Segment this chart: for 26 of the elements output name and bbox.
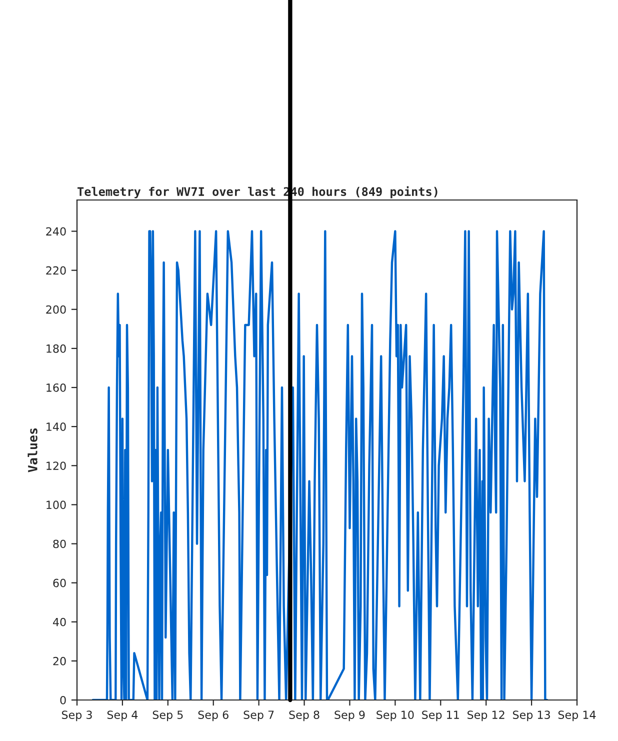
x-tick-label: Sep 4 — [107, 710, 138, 722]
x-tick-label: Sep 11 — [422, 710, 459, 722]
y-tick-label: 20 — [53, 656, 66, 666]
x-tick-label: Sep 9 — [334, 710, 365, 722]
x-tick-label: Sep 13 — [512, 710, 550, 722]
y-tick-label: 200 — [46, 305, 66, 314]
y-tick-label: 180 — [46, 344, 66, 353]
y-axis-title: Values — [28, 428, 38, 472]
y-tick-label: 220 — [46, 266, 66, 275]
x-tick-label: Sep 14 — [558, 710, 596, 722]
x-tick-label: Sep 5 — [152, 710, 183, 722]
x-tick-label: Sep 3 — [62, 710, 92, 722]
y-tick-label: 0 — [60, 696, 66, 704]
y-tick-label: 100 — [46, 500, 66, 510]
x-tick-label: Sep 8 — [289, 710, 320, 722]
x-tick-label: Sep 6 — [198, 710, 228, 722]
y-tick-label: 140 — [46, 422, 66, 431]
y-tick-label: 80 — [53, 540, 66, 548]
y-tick-label: 160 — [46, 383, 66, 392]
y-tick-label: 240 — [46, 227, 66, 236]
x-tick-label: Sep 10 — [376, 710, 414, 722]
y-tick-label: 40 — [52, 618, 66, 626]
y-tick-label: 60 — [53, 578, 66, 588]
x-tick-label: Sep 12 — [468, 710, 504, 722]
x-tick-label: Sep 7 — [244, 710, 274, 722]
y-tick-label: 120 — [46, 462, 66, 470]
